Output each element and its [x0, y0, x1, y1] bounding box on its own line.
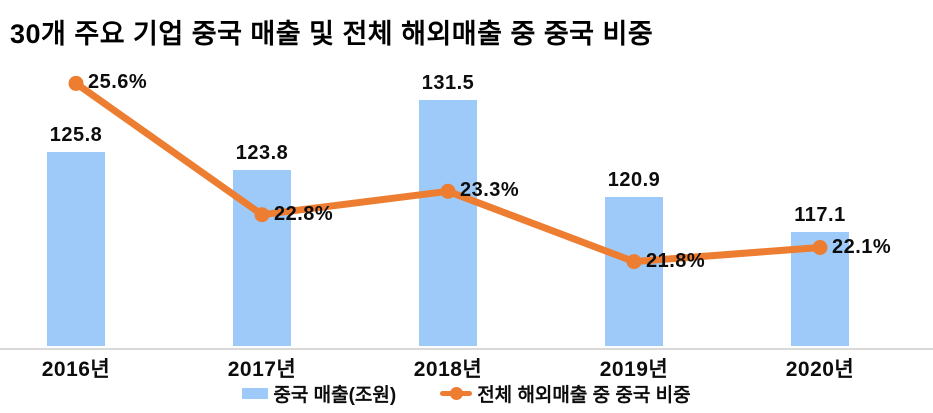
bar-2016년	[47, 151, 105, 346]
line-point-2020년	[812, 240, 828, 255]
bar-value-label-2020년: 117.1	[794, 203, 846, 226]
line-value-label-2016년: 25.6%	[88, 71, 148, 94]
x-axis-label-2018년: 2018년	[413, 358, 483, 381]
bar-value-label-2017년: 123.8	[235, 142, 289, 165]
x-axis-line	[0, 348, 933, 350]
line-value-label-2020년: 22.1%	[832, 235, 892, 258]
line-marker-icon	[440, 386, 473, 400]
line-point-2018년	[440, 183, 456, 199]
line-value-label-2018년: 23.3%	[460, 179, 520, 202]
legend-label: 전체 해외매출 중 중국 비중	[477, 384, 691, 406]
line-point-2017년	[254, 207, 270, 223]
bar-value-label-2016년: 125.8	[49, 123, 103, 146]
line-value-label-2017년: 22.8%	[274, 202, 334, 225]
bar-value-label-2018년: 131.5	[421, 71, 475, 94]
chart-title: 30개 주요 기업 중국 매출 및 전체 해외매출 중 중국 비중	[10, 19, 654, 49]
legend-item-china-revenue: 중국 매출(조원)	[242, 380, 396, 407]
line-value-label-2019년: 21.8%	[646, 249, 706, 272]
x-axis-label-2019년: 2019년	[599, 358, 669, 381]
legend-item-china-share: 전체 해외매출 중 중국 비중	[440, 380, 691, 407]
line-point-2019년	[626, 254, 642, 270]
bar-2019년	[605, 197, 663, 346]
x-axis-label-2020년: 2020년	[785, 358, 855, 381]
legend-label: 중국 매출(조원)	[273, 384, 397, 406]
line-point-2016년	[68, 75, 84, 91]
legend: 중국 매출(조원) 전체 해외매출 중 중국 비중	[0, 378, 933, 408]
x-axis-label-2016년: 2016년	[41, 358, 111, 381]
bar-value-label-2019년: 120.9	[607, 169, 661, 192]
bar-swatch-icon	[242, 387, 269, 399]
bar-2018년	[419, 99, 477, 346]
x-axis-label-2017년: 2017년	[227, 358, 297, 381]
